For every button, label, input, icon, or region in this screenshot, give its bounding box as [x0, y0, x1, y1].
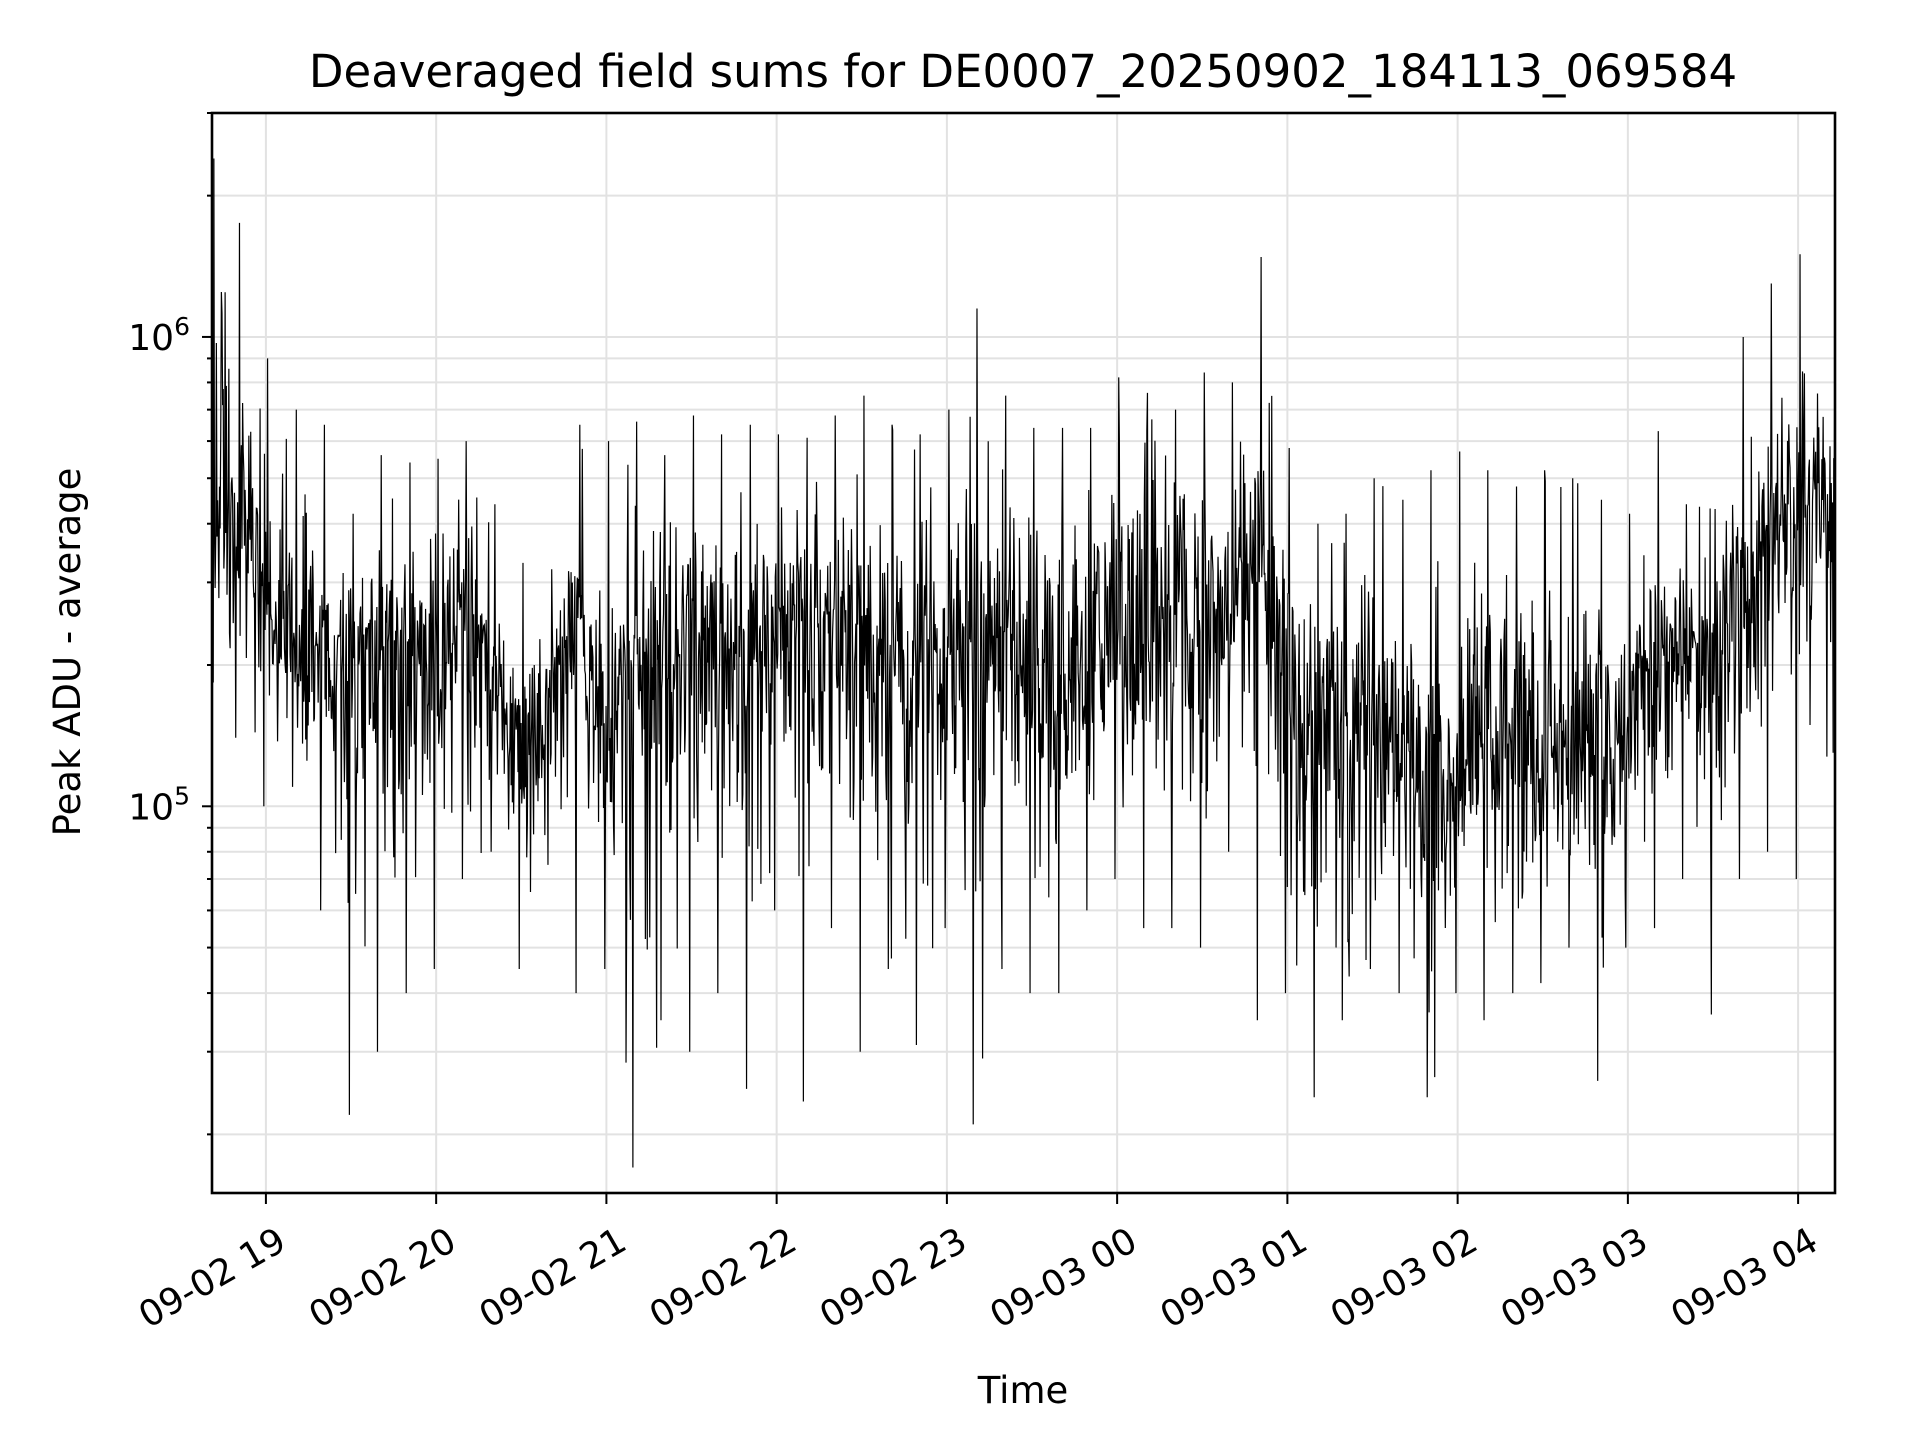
series-line	[211, 158, 1836, 1168]
x-axis-label: Time	[977, 1369, 1069, 1412]
y-tick-label: 106	[128, 312, 190, 359]
gridlines	[212, 112, 1835, 1193]
plot-frame	[210, 111, 1837, 1195]
y-tick-label: 105	[128, 781, 190, 828]
series-layer	[211, 158, 1836, 1168]
y-axis-label: Peak ADU - average	[46, 468, 89, 837]
y-tick-labels: 105 106	[128, 312, 190, 828]
chart-title: Deaveraged field sums for DE0007_2025090…	[309, 45, 1737, 98]
